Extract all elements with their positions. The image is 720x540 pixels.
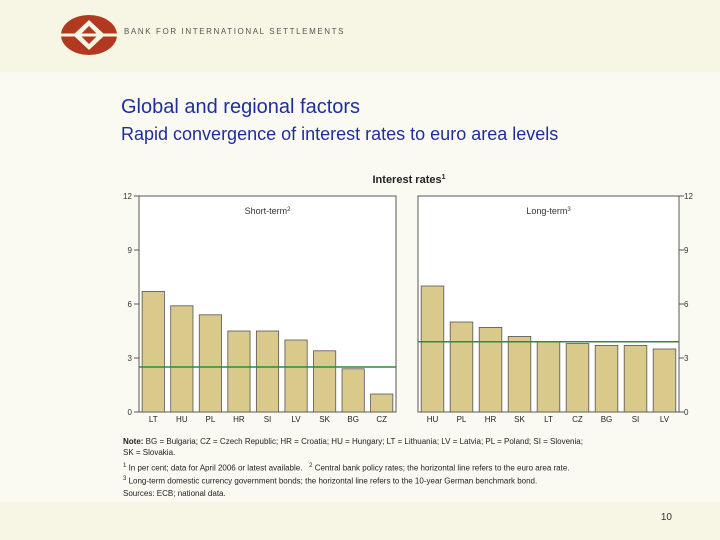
panel-label: Long-term3 bbox=[526, 206, 571, 216]
bar-hu bbox=[420, 285, 445, 413]
bar-hr bbox=[478, 326, 503, 413]
chart-title-text: Interest rates bbox=[373, 174, 442, 186]
slide-header: BANK FOR INTERNATIONAL SETTLEMENTS bbox=[0, 0, 720, 72]
bar-bg bbox=[341, 368, 365, 413]
footnotes-1-2: 1 In per cent; data for April 2006 or la… bbox=[123, 461, 683, 474]
bar-hr bbox=[227, 330, 251, 413]
fn3-number: 3 bbox=[123, 476, 127, 483]
bar-pl bbox=[198, 314, 222, 413]
fn2-number: 2 bbox=[309, 463, 313, 469]
slide-footer: 10 bbox=[0, 502, 720, 540]
bar-cz bbox=[370, 393, 394, 413]
bar-lv bbox=[652, 348, 677, 413]
x-tick-label: HU bbox=[427, 415, 439, 424]
note-main: Note: BG = Bulgaria; CZ = Czech Republic… bbox=[123, 437, 683, 448]
y-tick-label: 3 bbox=[128, 354, 133, 363]
fn3-text: Long-term domestic currency government b… bbox=[126, 476, 538, 486]
long-term-panel: 0 3 6 9 12 HU PL HR SK LT CZ BG SI LV Long-term3 bbox=[417, 192, 693, 424]
x-tick-label: PL bbox=[205, 415, 215, 424]
x-tick-label: SI bbox=[632, 415, 640, 424]
fn1-text: In per cent; data for April 2006 or late… bbox=[126, 463, 303, 473]
bar-lv bbox=[284, 339, 308, 413]
x-tick-label: CZ bbox=[572, 415, 583, 424]
sources: Sources: ECB; national data. bbox=[123, 489, 226, 499]
note-prefix: Note: bbox=[123, 437, 144, 446]
x-tick-label: LV bbox=[291, 415, 301, 424]
x-tick-label: PL bbox=[457, 415, 467, 424]
x-tick-label: HR bbox=[233, 415, 245, 424]
y-tick-label: 6 bbox=[128, 300, 133, 309]
x-tick-label: LT bbox=[149, 415, 158, 424]
bar-cz bbox=[565, 343, 590, 413]
fn2-text: Central bank policy rates; the horizonta… bbox=[312, 463, 570, 473]
bar-lt bbox=[536, 341, 561, 413]
bar-lt bbox=[141, 290, 165, 413]
footnote-3: 3 Long-term domestic currency government… bbox=[123, 474, 683, 487]
fn1-number: 1 bbox=[123, 463, 127, 469]
x-tick-label: CZ bbox=[376, 415, 387, 424]
bar-pl bbox=[449, 321, 474, 413]
page-number: 10 bbox=[660, 512, 672, 523]
chart-title-footnote: 1 bbox=[442, 174, 446, 181]
short-term-panel: 0 3 6 9 12 LT HU PL HR SI LV SK BG CZ Short-term2 bbox=[123, 192, 397, 424]
bar-si bbox=[623, 344, 648, 413]
x-tick-label: SK bbox=[514, 415, 525, 424]
slide-subtitle: Rapid convergence of interest rates to e… bbox=[121, 124, 559, 144]
x-tick-label: BG bbox=[347, 415, 359, 424]
bar-sk bbox=[507, 335, 532, 413]
x-tick-label: BG bbox=[601, 415, 613, 424]
y-tick-label: 12 bbox=[123, 192, 132, 201]
y-tick-label: 0 bbox=[128, 408, 133, 417]
y-tick-label: 12 bbox=[684, 192, 693, 201]
chart-notes: Note: BG = Bulgaria; CZ = Czech Republic… bbox=[123, 437, 683, 500]
chart-title: Interest rates1 bbox=[373, 174, 446, 186]
note-main-text: BG = Bulgaria; CZ = Czech Republic; HR =… bbox=[143, 437, 583, 446]
x-tick-label: LT bbox=[544, 415, 553, 424]
y-tick-label: 0 bbox=[684, 408, 689, 417]
slide-title: Global and regional factors bbox=[121, 96, 361, 118]
y-tick-label: 3 bbox=[684, 354, 689, 363]
panel-label: Short-term2 bbox=[245, 206, 292, 216]
x-tick-label: SI bbox=[264, 415, 272, 424]
note-main-line2: SK = Slovakia. bbox=[123, 447, 176, 457]
bis-logo-icon bbox=[61, 15, 117, 55]
x-tick-label: HR bbox=[485, 415, 497, 424]
y-tick-label: 6 bbox=[684, 300, 689, 309]
x-tick-label: HU bbox=[176, 415, 188, 424]
bar-si bbox=[255, 330, 280, 413]
bank-name: BANK FOR INTERNATIONAL SETTLEMENTS bbox=[124, 27, 346, 36]
bar-hu bbox=[170, 305, 194, 413]
x-tick-label: LV bbox=[660, 415, 670, 424]
bar-sk bbox=[313, 350, 337, 413]
y-tick-label: 9 bbox=[684, 246, 689, 255]
y-tick-label: 9 bbox=[128, 246, 133, 255]
bar-bg bbox=[594, 344, 619, 413]
x-tick-label: SK bbox=[319, 415, 330, 424]
